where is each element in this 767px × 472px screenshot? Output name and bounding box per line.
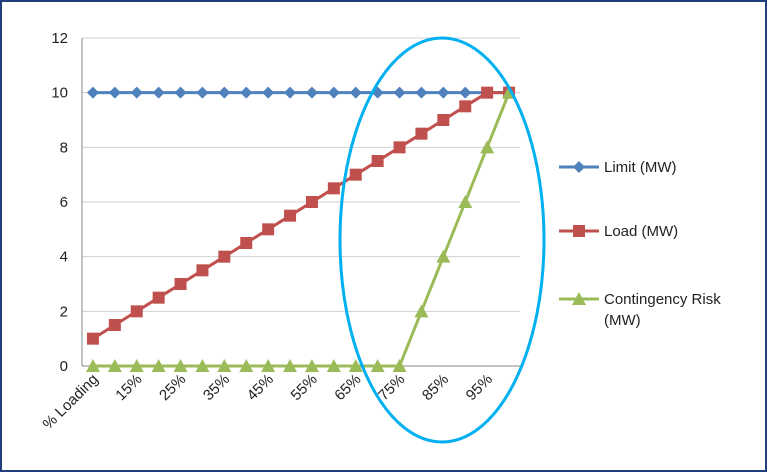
x-tick-label: 95%: [463, 371, 496, 404]
square-marker: [459, 100, 472, 113]
legend-label: Load (MW): [604, 223, 678, 240]
diamond-marker: [437, 86, 450, 99]
triangle-marker: [370, 359, 385, 372]
y-tick-label: 12: [51, 30, 68, 47]
triangle-marker: [151, 359, 166, 372]
diamond-marker: [393, 86, 406, 99]
y-tick-label: 10: [51, 85, 68, 102]
square-marker: [305, 196, 318, 208]
diamond-marker: [415, 86, 428, 99]
legend-label: Limit (MW): [604, 159, 676, 176]
gridlines: [81, 37, 520, 367]
diamond-marker: [130, 86, 143, 99]
diamond-marker: [218, 86, 231, 99]
triangle-marker: [326, 359, 341, 372]
diamond-marker: [196, 86, 209, 99]
triangle-marker: [392, 359, 407, 372]
y-tick-label: 2: [60, 303, 68, 320]
square-marker: [327, 182, 340, 195]
triangle-marker: [217, 359, 232, 372]
triangle-marker: [304, 359, 319, 372]
series-square: [86, 86, 516, 345]
y-tick-label: 0: [60, 358, 68, 375]
square-marker: [284, 209, 297, 222]
triangle-marker: [107, 359, 122, 372]
square-marker: [415, 127, 428, 140]
square-marker: [481, 86, 494, 99]
legend-item: Contingency Risk (MW): [559, 291, 721, 329]
x-tick-label: % Loading: [40, 371, 102, 433]
diamond-marker: [327, 86, 340, 99]
series-group: [85, 85, 517, 372]
square-marker: [130, 305, 143, 318]
x-tick-label: 35%: [200, 371, 233, 404]
diamond-marker: [459, 86, 472, 99]
legend-label: (MW): [604, 312, 641, 329]
legend-label: Contingency Risk: [604, 291, 721, 308]
y-axis-ticks: 0 2 4 6 8 10 12: [51, 30, 68, 375]
highlight-ellipse: [338, 36, 546, 444]
triangle-marker: [436, 249, 451, 263]
square-marker: [108, 319, 121, 331]
triangle-marker: [480, 140, 495, 154]
square-marker: [174, 278, 187, 290]
triangle-marker: [173, 359, 188, 372]
y-tick-label: 8: [60, 139, 68, 156]
square-marker: [393, 141, 406, 154]
legend: Limit (MW) Load (MW) Contingency Risk (MW): [559, 159, 721, 329]
diamond-marker: [152, 86, 165, 99]
triangle-marker: [195, 359, 210, 372]
triangle-marker: [572, 292, 586, 305]
x-tick-label: 65%: [331, 371, 364, 404]
square-marker: [573, 225, 585, 237]
triangle-marker: [414, 304, 429, 318]
diamond-marker: [262, 86, 275, 99]
series-diamond: [86, 86, 516, 99]
square-marker: [349, 168, 362, 181]
square-marker: [218, 250, 231, 263]
series-triangle: [85, 85, 517, 372]
x-tick-label: 25%: [156, 371, 189, 404]
diamond-marker: [573, 161, 585, 173]
square-marker: [240, 237, 253, 249]
diamond-marker: [108, 86, 121, 99]
diamond-marker: [284, 86, 297, 99]
diamond-marker: [174, 86, 187, 99]
y-tick-label: 4: [60, 249, 68, 266]
y-tick-label: 6: [60, 194, 68, 211]
series-line: [92, 92, 511, 368]
square-marker: [86, 332, 99, 345]
triangle-marker: [129, 359, 144, 372]
x-tick-label: 85%: [419, 371, 452, 404]
annotations: [338, 36, 546, 444]
square-marker: [152, 291, 165, 304]
x-tick-label: 55%: [288, 371, 321, 404]
triangle-marker: [458, 195, 473, 208]
square-marker: [371, 155, 384, 167]
triangle-marker: [283, 359, 298, 372]
diamond-marker: [305, 86, 318, 99]
diamond-marker: [349, 86, 362, 99]
triangle-marker: [261, 359, 276, 372]
x-axis-ticks: % Loading 15% 25% 35% 45% 55% 65% 75% 85% 95%: [40, 371, 496, 433]
x-tick-label: 15%: [112, 371, 145, 404]
diamond-marker: [86, 86, 99, 99]
x-tick-label: 45%: [244, 371, 277, 404]
triangle-marker: [239, 359, 254, 372]
square-marker: [437, 114, 450, 126]
legend-item: Load (MW): [559, 223, 678, 240]
legend-item: Limit (MW): [559, 159, 676, 176]
diamond-marker: [240, 86, 253, 99]
triangle-marker: [85, 359, 100, 372]
square-marker: [262, 223, 275, 236]
square-marker: [196, 264, 209, 277]
triangle-marker: [348, 359, 363, 372]
